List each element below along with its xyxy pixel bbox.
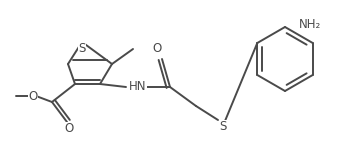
Text: O: O [153,42,162,55]
Text: HN: HN [129,80,147,93]
Text: O: O [64,123,74,136]
Text: O: O [28,90,38,103]
Text: S: S [219,121,227,133]
Text: NH₂: NH₂ [299,18,321,32]
Text: S: S [78,41,86,54]
